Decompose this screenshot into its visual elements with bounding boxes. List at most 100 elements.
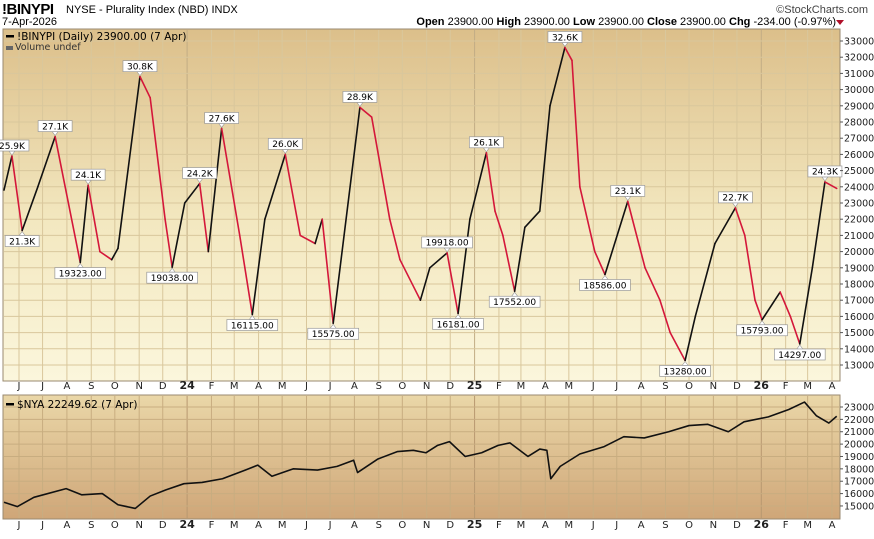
x-tick-label: J (304, 381, 308, 392)
y-tick-label: 15000 (844, 501, 874, 512)
binypi-line-segment (238, 234, 254, 316)
svg-text:26.0K: 26.0K (272, 140, 299, 150)
annotation-label: 16181.00 (432, 313, 484, 330)
x-tick-label: A (638, 520, 645, 531)
x-tick-label: O (111, 381, 119, 392)
svg-text:16181.00: 16181.00 (437, 320, 480, 330)
x-tick-label: N (135, 381, 142, 392)
binypi-line-segment (37, 135, 56, 188)
x-tick-label: O (398, 381, 406, 392)
x-tick-label: M (565, 520, 574, 531)
binypi-line-segment (207, 127, 223, 253)
legend-swatch (6, 35, 14, 38)
x-tick-label: S (376, 381, 382, 392)
binypi-line-segment (164, 218, 173, 268)
binypi-line-segment (399, 258, 422, 302)
x-tick-label: N (710, 381, 717, 392)
chg-label: Chg (729, 16, 751, 28)
svg-text:19918.00: 19918.00 (426, 239, 469, 249)
svg-text:28.9K: 28.9K (347, 93, 374, 103)
close-label: Close (647, 16, 677, 28)
x-tick-label: S (88, 381, 94, 392)
x-tick-label: D (446, 381, 454, 392)
binypi-line-segment (429, 252, 448, 269)
binypi-line-segment (419, 266, 431, 302)
binypi-line-segment (220, 127, 241, 237)
x-tick-label: S (376, 520, 382, 531)
binypi-line-segment (549, 46, 566, 107)
y-tick-label: 17000 (844, 477, 874, 488)
annotation-label: 26.0K (267, 138, 303, 154)
annotation-label: 15575.00 (307, 323, 359, 340)
binypi-line-segment (284, 153, 302, 237)
x-tick-label: D (733, 381, 741, 392)
x-tick-label: F (209, 520, 215, 531)
down-arrow-icon (836, 20, 844, 25)
high-label: High (496, 16, 521, 28)
svg-text:24.1K: 24.1K (75, 171, 102, 181)
price-panel (2, 28, 841, 382)
binypi-line-segment (524, 210, 541, 229)
x-tick-label: N (710, 520, 717, 531)
svg-text:19038.00: 19038.00 (151, 274, 194, 284)
open-value: 23900.00 (447, 16, 494, 28)
x-tick-label: F (496, 381, 502, 392)
x-tick-label: A (255, 520, 262, 531)
x-tick-label: M (230, 520, 239, 531)
annotation-label: 22.7K (718, 191, 753, 208)
binypi-line-segment (811, 181, 826, 269)
x-tick-label: A (829, 520, 836, 531)
x-tick-label: J (17, 520, 21, 531)
svg-text:30.8K: 30.8K (127, 62, 154, 72)
x-tick-label: J (17, 381, 21, 392)
annotation-label: 19918.00 (421, 236, 473, 253)
binypi-line-segment (824, 181, 838, 190)
y-tick-label: 20000 (844, 440, 874, 451)
annotation-label: 24.2K (182, 167, 218, 184)
annotation-label: 27.1K (37, 120, 73, 137)
open-label: Open (416, 16, 445, 28)
x-tick-label: J (40, 381, 44, 392)
annotation-label: 23.1K (610, 185, 646, 201)
svg-text:13280.00: 13280.00 (664, 367, 707, 377)
x-tick-label: A (829, 381, 836, 392)
binypi-line-segment (110, 247, 119, 261)
svg-text:18586.00: 18586.00 (584, 281, 627, 291)
x-tick-label: F (783, 381, 789, 392)
x-tick-label: D (159, 381, 167, 392)
x-tick-label: J (614, 381, 618, 392)
x-tick-label: O (685, 520, 693, 531)
binypi-line-segment (593, 250, 606, 276)
x-tick-label: O (685, 381, 693, 392)
svg-text:17552.00: 17552.00 (493, 298, 536, 308)
binypi-line-segment (321, 218, 335, 325)
binypi-line-segment (779, 291, 792, 318)
annotation-label: 13280.00 (659, 360, 711, 377)
x-tick-label: 24 (179, 379, 195, 392)
binypi-line-segment (11, 155, 23, 232)
x-tick-label: D (159, 520, 167, 531)
binypi-line-segment (502, 234, 516, 293)
svg-text:22.7K: 22.7K (722, 194, 749, 204)
binypi-line-segment (571, 59, 581, 188)
x-tick-label: M (278, 520, 287, 531)
binypi-line-segment (469, 151, 488, 220)
y-tick-label: 31000 (844, 69, 874, 80)
binypi-line-segment (171, 202, 186, 268)
x-tick-label: N (135, 520, 142, 531)
x-tick-label: F (496, 520, 502, 531)
x-tick-label: F (209, 381, 215, 392)
y-tick-label: 16000 (844, 312, 874, 323)
y-tick-label: 16000 (844, 489, 874, 500)
binypi-line-segment (198, 182, 210, 253)
annotation-label: 25.9K (0, 139, 30, 156)
annotation-label: 16115.00 (226, 315, 279, 331)
y-tick-label: 26000 (844, 150, 874, 161)
binypi-line-segment (744, 234, 756, 302)
y-tick-label: 22000 (844, 415, 874, 426)
y-tick-label: 28000 (844, 118, 874, 129)
annotation-label: 24.1K (70, 168, 106, 185)
x-tick-label: N (423, 520, 430, 531)
